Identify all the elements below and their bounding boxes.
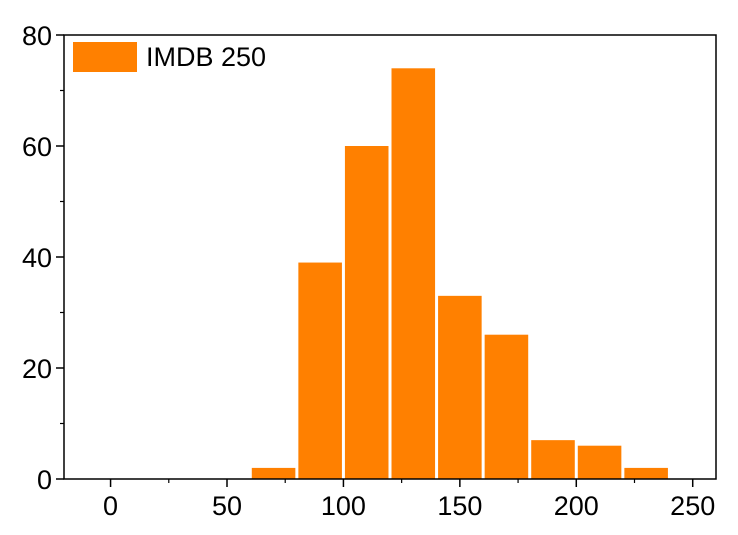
histogram-bar bbox=[531, 440, 575, 479]
y-tick-label: 40 bbox=[22, 243, 52, 273]
legend: IMDB 250 bbox=[73, 42, 266, 72]
histogram-bar bbox=[624, 467, 668, 479]
y-tick-label: 0 bbox=[37, 465, 52, 495]
x-tick-label: 50 bbox=[212, 491, 242, 521]
plot-frame bbox=[63, 34, 717, 480]
x-tick-label: 100 bbox=[321, 491, 366, 521]
x-tick-label: 150 bbox=[437, 491, 482, 521]
x-axis: 0 50 100 150 200 250 bbox=[103, 479, 715, 521]
histogram-bar bbox=[251, 467, 296, 479]
y-tick-label: 60 bbox=[22, 132, 52, 162]
x-tick-label: 250 bbox=[670, 491, 715, 521]
histogram-bar bbox=[298, 262, 342, 479]
y-axis: 0 20 40 60 80 bbox=[22, 21, 64, 495]
y-tick-label: 20 bbox=[22, 354, 52, 384]
legend-swatch bbox=[73, 42, 137, 72]
histogram-bar bbox=[577, 445, 622, 479]
histogram-bar bbox=[344, 146, 389, 479]
x-tick-label: 0 bbox=[103, 491, 118, 521]
histogram-bar bbox=[391, 68, 436, 480]
legend-label: IMDB 250 bbox=[146, 42, 266, 72]
bars bbox=[251, 68, 668, 480]
x-tick-label: 200 bbox=[554, 491, 599, 521]
histogram-bar bbox=[484, 334, 529, 479]
histogram-bar bbox=[438, 295, 482, 479]
y-tick-label: 80 bbox=[22, 21, 52, 51]
